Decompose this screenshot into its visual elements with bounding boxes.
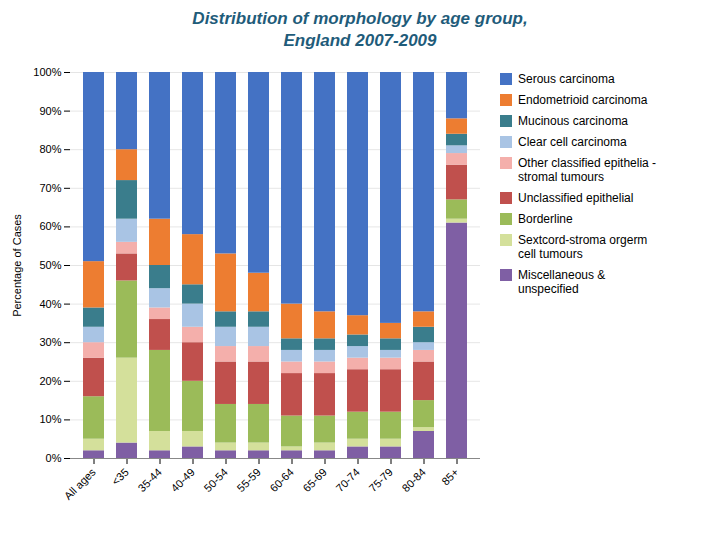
svg-text:70-74: 70-74 [334,466,362,494]
html-text:Other classified epithelia - s: Other classified epithelia - stromal tum… [518,156,657,184]
html-text:Sextcord-stroma orgerm cell tu: Sextcord-stroma orgerm cell tumours [518,233,648,261]
svg-text:80%: 80% [39,143,61,155]
html-text:Endometrioid carcinoma: Endometrioid carcinoma [518,93,648,107]
svg-text:60%: 60% [39,220,61,232]
svg-text:<35: <35 [109,466,131,488]
svg-text:30%: 30% [39,336,61,348]
svg-text:20%: 20% [39,375,61,387]
svg-text:10%: 10% [39,413,61,425]
svg-text:80-84: 80-84 [400,466,428,494]
html-text:Unclassified epithelial: Unclassified epithelial [518,191,634,205]
svg-text:55-59: 55-59 [235,466,263,494]
html-text:Miscellaneous & unspecified: Miscellaneous & unspecified [518,268,606,296]
svg-text:50%: 50% [39,259,61,271]
svg-text:70%: 70% [39,182,61,194]
svg-text:All ages: All ages [62,465,99,502]
svg-text:75-79: 75-79 [367,466,395,494]
svg-text:Percentage of Cases: Percentage of Cases [11,214,23,317]
svg-text:35-44: 35-44 [136,466,164,494]
svg-text:40%: 40% [39,298,61,310]
svg-text:85+: 85+ [439,466,461,488]
html-text:Serous carcinoma: Serous carcinoma [518,72,615,86]
svg-text:40-49: 40-49 [169,466,197,494]
html-text:Clear cell carcinoma: Clear cell carcinoma [518,135,627,149]
svg-text:90%: 90% [39,105,61,117]
svg-text:50-54: 50-54 [202,466,230,494]
svg-text:0%: 0% [46,452,62,464]
svg-text:65-69: 65-69 [301,466,329,494]
html-text:Distribution of morphology by: Distribution of morphology by age group,… [192,9,528,50]
html-text:Mucinous carcinoma: Mucinous carcinoma [518,114,628,128]
svg-text:100%: 100% [33,66,61,78]
svg-text:60-64: 60-64 [268,466,296,494]
html-text:Borderline: Borderline [518,212,573,226]
